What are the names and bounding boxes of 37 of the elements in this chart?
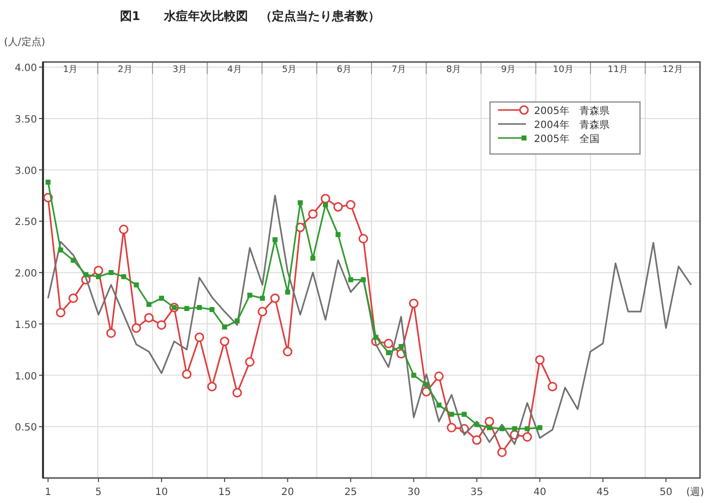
y-tick-label: 0.50	[14, 422, 37, 434]
y-tick-label: 1.50	[14, 320, 37, 331]
annotation: 5月	[282, 65, 297, 75]
annotation: 12月	[662, 65, 683, 75]
y-tick-label: 2.50	[14, 217, 37, 228]
annotation: 8月	[446, 65, 461, 75]
legend-label: 2005年 全国	[534, 133, 600, 145]
annotation: 4月	[227, 65, 242, 75]
x-tick-label: 20	[281, 487, 294, 498]
x-tick-label: 30	[407, 487, 420, 498]
y-tick-label: 4.00	[14, 63, 37, 74]
y-tick-label: 1.00	[14, 371, 37, 382]
x-tick-label: 50	[660, 487, 672, 498]
x-tick-label: 40	[533, 487, 546, 498]
annotation: 1月	[63, 65, 78, 75]
legend-label: 2004年 青森県	[534, 119, 610, 131]
x-tick-label: 25	[344, 487, 358, 498]
annotation: 3月	[172, 65, 188, 75]
y-tick-label: 2.00	[14, 268, 37, 280]
x-tick-label: 1	[44, 487, 52, 498]
x-tick-label: 15	[218, 487, 231, 498]
legend-label: 2005年 青森県	[534, 105, 610, 117]
annotation: 2月	[118, 65, 132, 75]
y-tick-label: 3.00	[14, 166, 37, 177]
x-axis-title: (週)	[686, 487, 704, 498]
x-tick-label: 5	[95, 487, 102, 498]
annotation: 6月	[336, 65, 352, 75]
annotation: 9月	[501, 65, 516, 75]
annotation: 10月	[552, 65, 574, 75]
annotation: 11月	[608, 65, 628, 75]
x-tick-label: 45	[596, 487, 610, 498]
annotation: 7月	[392, 65, 406, 75]
chart-title: 図1 水痘年次比較図 （定点当たり患者数）	[120, 9, 380, 23]
y-tick-label: 3.50	[14, 114, 37, 126]
x-tick-label: 10	[155, 487, 168, 498]
x-tick-label: 35	[470, 487, 484, 498]
y-axis-title: (人/定点)	[4, 36, 46, 48]
